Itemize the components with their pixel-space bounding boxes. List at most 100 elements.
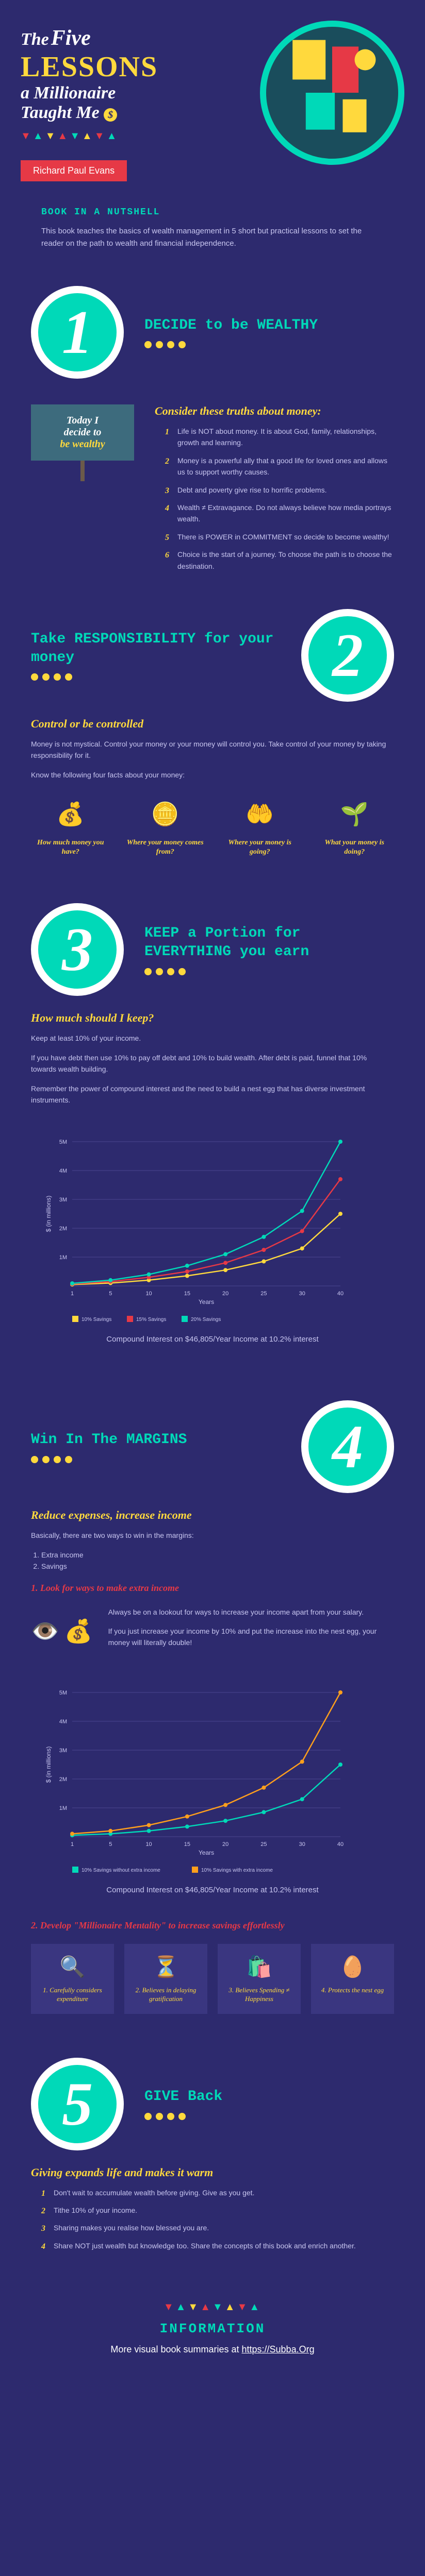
lesson-4-title: Win In The MARGINS: [31, 1431, 281, 1449]
svg-text:40: 40: [337, 1291, 344, 1297]
svg-text:3M: 3M: [59, 1197, 67, 1203]
lesson-number-4: 4: [301, 1400, 394, 1493]
svg-text:20: 20: [222, 1291, 228, 1297]
footer-link[interactable]: https://Subba.Org: [242, 2344, 315, 2354]
svg-text:20: 20: [222, 1841, 228, 1848]
svg-text:30: 30: [299, 1291, 305, 1297]
lesson-2-subtitle: Control or be controlled: [31, 717, 394, 731]
rating-dots: [144, 968, 394, 975]
list-item: Tithe 10% of your income.: [41, 2205, 394, 2216]
svg-text:Years: Years: [199, 1849, 214, 1856]
lesson-1: 1 DECIDE to be WEALTHY Today I decide to…: [0, 270, 425, 594]
svg-text:15: 15: [184, 1841, 190, 1848]
lesson-1-title: DECIDE to be WEALTHY: [144, 316, 394, 335]
svg-text:10% Savings: 10% Savings: [81, 1317, 111, 1323]
svg-text:10% Savings with extra income: 10% Savings with extra income: [201, 1868, 273, 1873]
footer-text: More visual book summaries at https://Su…: [21, 2344, 404, 2355]
lesson-number-5: 5: [31, 2058, 124, 2150]
svg-text:2M: 2M: [59, 1776, 67, 1783]
rating-dots: [144, 341, 394, 348]
svg-text:1: 1: [71, 1841, 74, 1848]
lesson-number-3: 3: [31, 903, 124, 996]
mentality-cell: 🔍1. Carefully considers expenditure: [31, 1944, 114, 2014]
footer-title: INFORMATION: [21, 2321, 404, 2336]
title-lessons: LESSONS: [21, 50, 227, 83]
title-block: The Five LESSONS a Millionaire Taught Me…: [21, 26, 227, 123]
lesson-1-list: Life is NOT about money. It is about God…: [155, 426, 394, 572]
lesson-number-2: 2: [301, 609, 394, 702]
fact-cell: 💰How much money you have?: [31, 796, 110, 857]
svg-text:5: 5: [109, 1291, 112, 1297]
margin-icons: 👁️💰: [31, 1618, 93, 1645]
list-item: Share NOT just wealth but knowledge too.…: [41, 2240, 394, 2251]
lesson-2: 2 Take RESPONSIBILITY for your money Con…: [0, 594, 425, 888]
rating-dots: [31, 673, 281, 681]
svg-text:25: 25: [260, 1291, 267, 1297]
svg-text:20% Savings: 20% Savings: [191, 1317, 221, 1323]
lesson-3-subtitle: How much should I keep?: [31, 1011, 394, 1025]
svg-text:10: 10: [145, 1291, 152, 1297]
svg-text:30: 30: [299, 1841, 305, 1848]
magnify-icon: 🔍: [60, 1954, 86, 1980]
svg-text:1: 1: [71, 1291, 74, 1297]
eye-icon: 👁️: [31, 1618, 59, 1645]
lesson-number-1: 1: [31, 286, 124, 379]
shopping-icon: 🛍️: [247, 1954, 272, 1980]
lesson-4-subtitle: Reduce expenses, increase income: [31, 1509, 394, 1522]
list-item: Debt and poverty give rise to horrific p…: [165, 484, 394, 496]
money-bag-icon: 💰: [64, 1618, 93, 1645]
list-item: Don't wait to accumulate wealth before g…: [41, 2187, 394, 2198]
facts-grid: 💰How much money you have? 🪙Where your mo…: [31, 796, 394, 857]
list-item: There is POWER in COMMITMENT so decide t…: [165, 531, 394, 543]
footer: ▼▲▼▲▼▲▼▲ INFORMATION More visual book su…: [0, 2273, 425, 2376]
chart-caption: Compound Interest on $46,805/Year Income…: [41, 1886, 384, 1894]
egg-icon: 🥚: [340, 1954, 366, 1980]
rating-dots: [144, 2113, 394, 2120]
zigzag-decoration: ▼▲▼▲▼▲▼▲: [21, 2301, 404, 2313]
lesson-2-text2: Know the following four facts about your…: [31, 769, 394, 781]
svg-text:$ (in millions): $ (in millions): [45, 1746, 52, 1783]
decision-sign: Today I decide to be wealthy: [31, 404, 134, 461]
nutshell-section: BOOK IN A NUTSHELL This book teaches the…: [0, 197, 425, 270]
svg-text:15: 15: [184, 1291, 190, 1297]
growth-icon: 🌱: [336, 796, 372, 832]
svg-text:5M: 5M: [59, 1139, 67, 1145]
title-five: Five: [51, 26, 91, 50]
svg-text:Years: Years: [199, 1298, 214, 1306]
hourglass-icon: ⏳: [153, 1954, 179, 1980]
rating-dots: [31, 1456, 281, 1463]
hands-icon: 🤲: [242, 796, 278, 832]
list-item: Sharing makes you realise how blessed yo…: [41, 2222, 394, 2233]
svg-text:4M: 4M: [59, 1719, 67, 1725]
compound-chart-1: 1M2M3M4M5M15101520253040Years$ (in milli…: [31, 1121, 394, 1354]
svg-text:5: 5: [109, 1841, 112, 1848]
nutshell-title: BOOK IN A NUTSHELL: [41, 207, 384, 217]
svg-text:15% Savings: 15% Savings: [136, 1317, 166, 1323]
lesson-4: 4 Win In The MARGINS Reduce expenses, in…: [0, 1385, 425, 2042]
lesson-2-text: Money is not mystical. Control your mone…: [31, 738, 394, 761]
fact-cell: 🤲Where your money is going?: [220, 796, 300, 857]
title-taught: Taught Me: [21, 103, 100, 122]
svg-text:40: 40: [337, 1841, 344, 1848]
svg-text:3M: 3M: [59, 1748, 67, 1754]
lesson-2-title: Take RESPONSIBILITY for your money: [31, 630, 281, 668]
fact-cell: 🪙Where your money comes from?: [126, 796, 205, 857]
mentality-cell: 🥚4. Protects the nest egg: [311, 1944, 394, 2014]
svg-text:$ (in millions): $ (in millions): [45, 1196, 52, 1232]
compound-chart-2: 1M2M3M4M5M15101520253040Years$ (in milli…: [31, 1672, 394, 1905]
svg-text:25: 25: [260, 1841, 267, 1848]
svg-text:2M: 2M: [59, 1226, 67, 1232]
nutshell-text: This book teaches the basics of wealth m…: [41, 225, 384, 250]
lesson-5-title: GIVE Back: [144, 2088, 394, 2106]
title-the: The: [21, 30, 49, 49]
svg-text:10: 10: [145, 1841, 152, 1848]
svg-text:4M: 4M: [59, 1168, 67, 1174]
list-item: Wealth ≠ Extravagance. Do not always bel…: [165, 502, 394, 525]
chart-caption: Compound Interest on $46,805/Year Income…: [41, 1335, 384, 1344]
lesson-1-subtitle: Consider these truths about money:: [155, 404, 394, 418]
lesson-3-title: KEEP a Portion for EVERYTHING you earn: [144, 924, 394, 962]
lesson-4-sub1: 1. Look for ways to make extra income: [31, 1583, 394, 1594]
svg-text:1M: 1M: [59, 1805, 67, 1811]
mentality-cell: 🛍️3. Believes Spending ≠ Happiness: [218, 1944, 301, 2014]
svg-text:1M: 1M: [59, 1255, 67, 1261]
